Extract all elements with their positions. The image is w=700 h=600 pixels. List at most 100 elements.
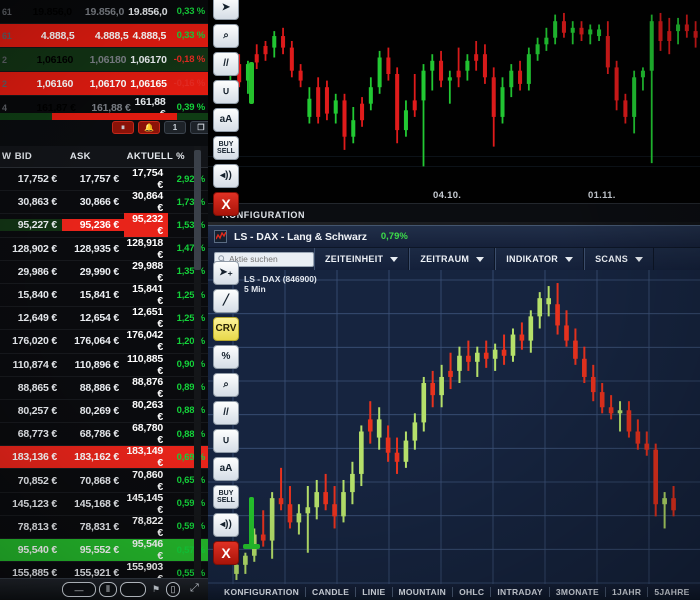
table-row[interactable]: 30,863 € 30,866 € 30,864 € 1,73 % (0, 190, 208, 215)
bottom-toolbar-item[interactable]: 3MONATE (550, 587, 606, 597)
konfiguration-label[interactable]: KONFIGURATION (222, 210, 306, 220)
cursor-plus-icon[interactable]: ➤₊ (213, 261, 239, 285)
col-pct[interactable]: % (176, 151, 185, 162)
minus-button[interactable]: — (62, 582, 96, 597)
dropdown-zeitraum[interactable]: ZEITRAUM (409, 248, 496, 270)
cell-ask: 80,269 € (79, 404, 119, 417)
resize-icon[interactable]: ⤢ (190, 582, 199, 594)
quote-table[interactable]: W BID ASK AKTUELL % 17,752 €17,757 €17,7… (0, 146, 208, 578)
dropdown-scans[interactable]: SCANS (584, 248, 655, 270)
cell-ask: 70,868 € (79, 474, 119, 487)
trendline-icon[interactable]: ╱ (213, 289, 239, 313)
text-aA-icon[interactable]: aA (213, 457, 239, 481)
bottom-toolbar-item[interactable]: CANDLE (306, 587, 357, 597)
buy-sell-icon[interactable]: BUY SELL (213, 136, 239, 160)
drawing-toolbar-upper[interactable]: ➤ ⌕ // ∪ aA BUY SELL ◂)) X (210, 0, 242, 216)
cursor-arrow-icon[interactable]: ➤ (213, 0, 239, 20)
table-row[interactable]: 176,020 € 176,064 € 176,042 € 1,20 % (0, 329, 208, 354)
quote-top-row[interactable]: 61 19.856,0 19.856,0 19.856,0 0,33 % (0, 0, 208, 24)
signal-icon[interactable]: ⦀ (99, 582, 117, 597)
quote-top-row[interactable]: 2 1,06160 1,06180 1,06170 -0,18 % (0, 48, 208, 72)
col-ask[interactable]: ASK (69, 151, 91, 162)
bottom-toolbar-item[interactable]: OHLC (453, 587, 492, 597)
speaker-icon[interactable]: ◂)) (213, 513, 239, 537)
table-row[interactable]: 88,865 € 88,886 € 88,876 € 0,89 % (0, 376, 208, 400)
parallel-lines-icon[interactable]: // (213, 52, 239, 76)
table-row[interactable]: 12,649 € 12,654 € 12,651 € 1,25 % (0, 306, 208, 331)
cell-bid: 29,986 € (17, 265, 57, 278)
cell-ask: 155,921 € (74, 567, 119, 578)
table-row[interactable]: 183,136 € 183,162 € 183,149 € 0,69 % (0, 445, 208, 470)
row-aktuell: 1,06170 (130, 53, 167, 66)
bottom-toolbar-item[interactable]: INTRADAY (491, 587, 550, 597)
flag-icon[interactable]: ⚑ (151, 584, 161, 594)
bottom-toolbar-item[interactable]: 1JAHR (606, 587, 649, 597)
scrollbar-thumb[interactable] (194, 150, 201, 270)
konfiguration-bar[interactable]: KONFIGURATION (208, 203, 700, 225)
close-x-icon[interactable]: X (213, 192, 239, 216)
device-toolbar[interactable]: — ⦀ ⚑ ▯ ⤢ (0, 578, 208, 600)
table-row[interactable]: 128,902 € 128,935 € 128,918 € 1,47 % (0, 237, 208, 261)
parallel-lines-icon[interactable]: // (213, 401, 239, 425)
table-row[interactable]: 68,773 € 68,786 € 68,780 € 0,88 % (0, 422, 208, 447)
close-x-icon[interactable]: X (213, 541, 239, 565)
dropdown-indikator[interactable]: INDIKATOR (495, 248, 585, 270)
table-row[interactable]: 155,885 € 155,921 € 155,903 € 0,55 % (0, 561, 208, 578)
table-row[interactable]: 29,986 € 29,990 € 29,988 € 1,35 % (0, 260, 208, 284)
curve-icon[interactable]: ∪ (213, 80, 239, 104)
table-row[interactable]: 80,257 € 80,269 € 80,263 € 0,88 % (0, 399, 208, 424)
chart-logo-icon (214, 230, 227, 243)
cell-pct: 1,73 % (176, 196, 206, 208)
horizontal-slider-lower[interactable] (243, 544, 260, 549)
curve-icon[interactable]: ∪ (213, 429, 239, 453)
page-1-button[interactable]: 1 (164, 121, 186, 134)
oval-button[interactable] (120, 582, 146, 597)
col-bid[interactable]: BID (14, 151, 33, 162)
percent-icon[interactable]: % (213, 345, 239, 369)
stock-search-box[interactable] (214, 251, 314, 267)
phone-icon[interactable]: ▯ (166, 582, 180, 597)
cell-pct: 1,53 % (176, 219, 206, 231)
cell-bid: 70,852 € (17, 474, 57, 487)
table-row[interactable]: 78,813 € 78,831 € 78,822 € 0,59 % (0, 515, 208, 539)
cell-pct: 1,20 % (176, 335, 206, 347)
quote-top-row[interactable]: 61 4.888,5 4.888,5 4.888,5 0,33 % (0, 24, 208, 48)
table-row[interactable]: 17,752 € 17,757 € 17,754 € 2,92 % (0, 167, 208, 192)
vertical-slider-lower[interactable] (249, 497, 254, 549)
chart-window[interactable]: LS - DAX - Lang & Schwarz 0,79% ZEITEINH… (208, 225, 700, 600)
bottom-toolbar-item[interactable]: LINIE (356, 587, 393, 597)
bell-icon[interactable]: 🔔 (138, 121, 160, 134)
magnifier-icon[interactable]: ⌕ (213, 373, 239, 397)
chart-caption-line2: 5 Min (244, 284, 266, 294)
buy-sell-icon[interactable]: BUY SELL (213, 485, 239, 509)
chart-top-candlestick[interactable] (208, 0, 700, 203)
bottom-toolbar-item[interactable]: 5JAHRE (654, 587, 690, 597)
quote-top-row[interactable]: 2 1,06160 1,06170 1,06165 -0,16 % (0, 72, 208, 96)
table-row[interactable]: 95,540 € 95,552 € 95,546 € 0,57 % (0, 538, 208, 563)
chart-plot-area[interactable] (208, 270, 700, 600)
text-aA-icon[interactable]: aA (213, 108, 239, 132)
bottom-toolbar-item[interactable]: MOUNTAIN (393, 587, 454, 597)
pause-icon[interactable]: ⏸ (112, 121, 134, 134)
cell-aktuell: 12,651 € (132, 306, 163, 331)
dropdown-zeiteinheit[interactable]: ZEITEINHEIT (314, 248, 410, 270)
search-input[interactable] (229, 254, 311, 264)
table-row[interactable]: 110,874 € 110,896 € 110,885 € 0,90 % (0, 353, 208, 377)
table-row[interactable]: 70,852 € 70,868 € 70,860 € 0,65 % (0, 469, 208, 493)
speaker-icon[interactable]: ◂)) (213, 164, 239, 188)
drawing-toolbar-lower[interactable]: ➤₊ ╱ CRV% ⌕ // ∪ aA BUY SELL ◂)) X (210, 261, 242, 565)
crv-icon[interactable]: CRV (213, 317, 239, 341)
bottom-toolbar-item[interactable]: KONFIGURATION (218, 587, 307, 597)
instrument-name: LS - DAX - Lang & Schwarz (234, 230, 367, 243)
cell-bid: 110,874 € (12, 358, 58, 371)
cell-bid: 128,902 € (12, 242, 57, 255)
table-row[interactable]: 95,227 €95,236 €95,232 € 1,53 % (0, 213, 208, 238)
vertical-slider-upper[interactable] (249, 62, 254, 104)
magnifier-icon[interactable]: ⌕ (213, 24, 239, 48)
table-row[interactable]: 145,123 € 145,168 € 145,145 € 0,59 % (0, 492, 208, 516)
quote-table-scrollbar[interactable] (194, 146, 201, 578)
chart-toolbar[interactable]: ZEITEINHEIT ZEITRAUM INDIKATOR SCANS (208, 248, 700, 270)
table-row[interactable]: 15,840 € 15,841 € 15,841 € 1,25 % (0, 283, 208, 308)
chart-bottom-toolbar[interactable]: KONFIGURATION CANDLE LINIE MOUNTAIN OHLC INTR… (208, 584, 700, 600)
col-aktuell[interactable]: AKTUELL (126, 151, 174, 162)
